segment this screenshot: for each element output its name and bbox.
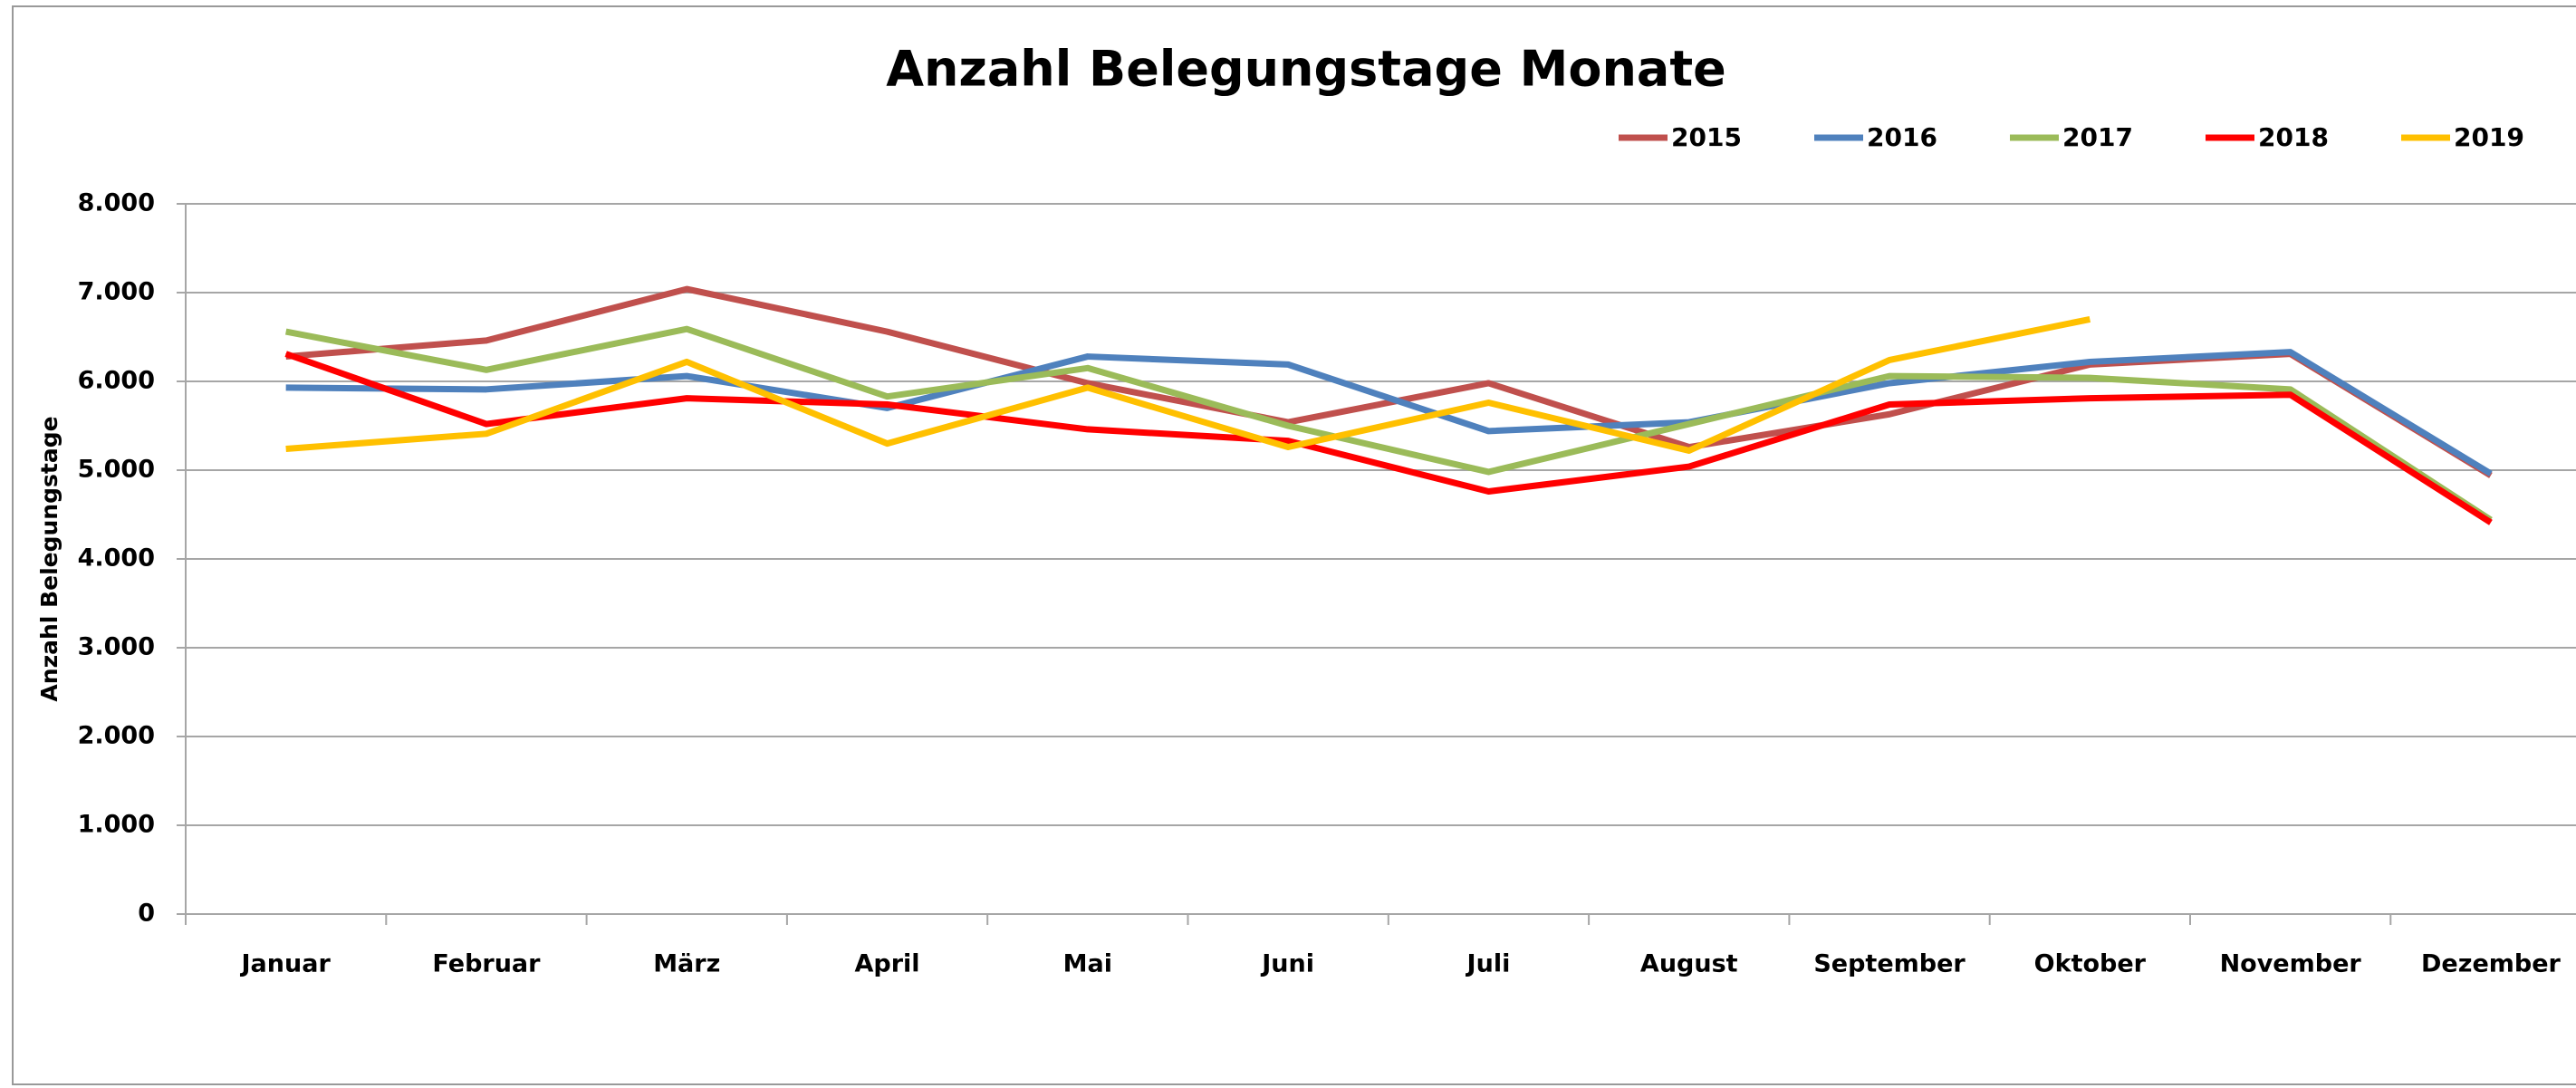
x-tick-label: März [653, 950, 720, 978]
y-tick-label: 7.000 [78, 278, 155, 306]
legend-label: 2017 [2062, 122, 2133, 152]
x-tick-label: Oktober [2034, 950, 2147, 978]
legend-label: 2015 [1671, 122, 1742, 152]
y-axis-label: Anzahl Belegungstage [36, 416, 62, 701]
series-line [284, 351, 2493, 525]
legend-label: 2016 [1867, 122, 1937, 152]
x-tick-label: Mai [1063, 950, 1112, 978]
y-tick-label: 4.000 [78, 544, 155, 573]
series-line [284, 325, 2493, 523]
y-tick-label: 8.000 [78, 189, 155, 217]
chart-frame [12, 5, 2576, 1085]
x-tick-label: Juli [1466, 950, 1511, 978]
x-tick-label: September [1813, 950, 1966, 978]
y-tick-label: 6.000 [78, 367, 155, 395]
x-tick-label: Dezember [2421, 950, 2562, 978]
x-tick-label: August [1640, 950, 1738, 978]
x-tick-label: Februar [432, 950, 541, 978]
series-line [285, 349, 2493, 477]
chart-title: Anzahl Belegungstage Monate [886, 41, 1726, 98]
legend-label: 2018 [2258, 122, 2329, 152]
y-tick-label: 1.000 [78, 811, 155, 839]
x-tick-label: Juni [1260, 950, 1314, 978]
series-line [285, 315, 2091, 454]
x-tick-label: Januar [240, 950, 332, 978]
x-tick-label: November [2220, 950, 2362, 978]
y-tick-label: 0 [138, 900, 155, 928]
y-tick-label: 3.000 [78, 633, 155, 661]
y-tick-label: 5.000 [78, 456, 155, 484]
x-tick-label: April [855, 950, 920, 978]
legend-label: 2019 [2454, 122, 2524, 152]
y-tick-label: 2.000 [78, 722, 155, 750]
